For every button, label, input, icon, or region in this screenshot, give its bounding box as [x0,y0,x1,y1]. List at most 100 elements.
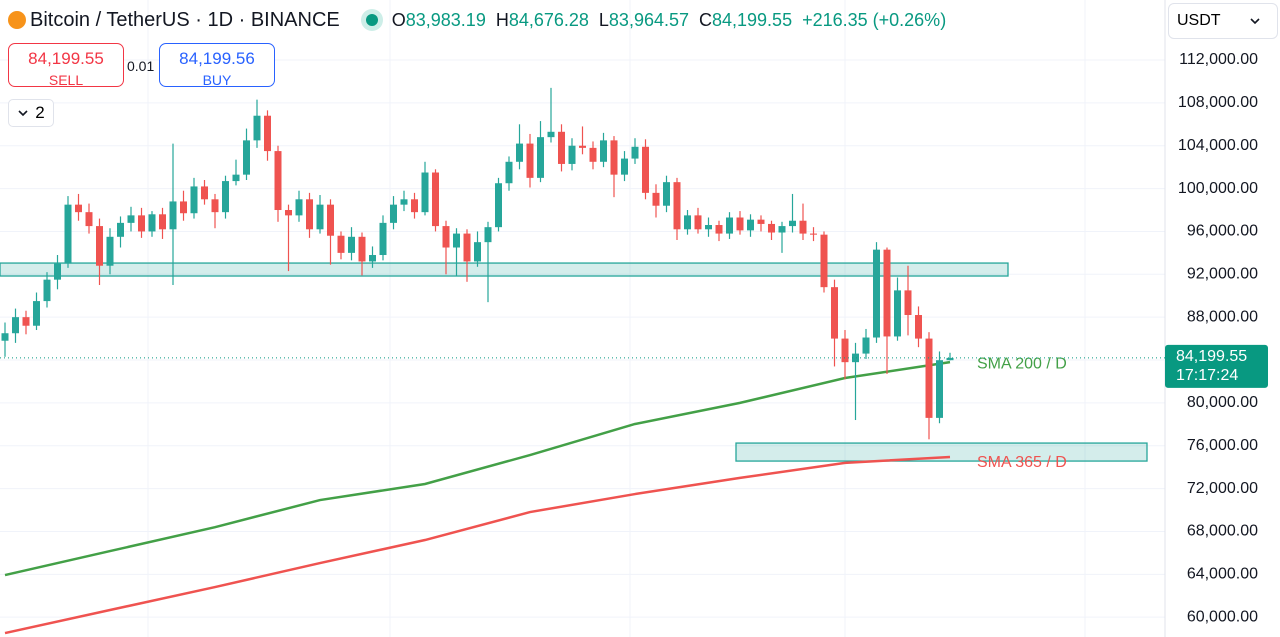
candle-body [946,357,954,361]
last-price-label: 84,199.55 [1176,348,1247,365]
candle-body [253,115,261,141]
candle-body [862,337,870,354]
y-tick-label: 64,000.00 [1187,566,1258,583]
candle-body [106,236,114,266]
candle-body [432,172,439,227]
y-tick-label: 72,000.00 [1187,480,1258,497]
candle-body [936,360,943,418]
candle-body [400,199,408,205]
candle-body [348,236,355,253]
candle-body [138,215,145,232]
candle-body [85,212,93,227]
ohlc-close: C84,199.55 [699,10,792,31]
candle-body [54,263,61,280]
candle-body [568,145,576,164]
candle-body [201,186,208,200]
time-grid [147,0,1086,637]
candle-body [474,242,481,262]
price-change: +216.35 (+0.26%) [802,9,947,30]
candle-body [558,131,565,164]
currency: USDT [1177,12,1221,29]
candle-body [180,201,187,214]
sma-line [4,455,951,635]
ohlc-value: 84,199.55 [712,9,793,30]
ohlc-key: L [598,9,609,30]
candle-body [547,131,555,138]
candle-body [537,137,544,178]
candle-body [684,215,691,230]
ohlc-value: 84,676.28 [508,9,589,30]
candle-body [316,204,324,230]
ohlc-open: O83,983.19 [392,10,486,31]
zone [0,262,1009,277]
y-tick-label: 60,000.00 [1187,608,1258,625]
candle-body [148,214,156,232]
candle-body [673,182,681,230]
candle-body [285,210,292,216]
candle-body [484,227,492,243]
buy-button[interactable]: 84,199.56 BUY [159,43,275,88]
candle-body [516,143,523,162]
sma-line [4,360,951,577]
candle-body [883,249,891,337]
coin-logo [8,11,26,29]
ohlc-high: H84,676.28 [496,10,589,31]
indicators-toggle[interactable]: 2 [8,99,54,127]
candle-body [904,290,912,316]
candle-body [117,222,124,237]
candle-body [663,182,670,206]
ohlc-value: 83,983.19 [405,9,486,30]
buy-price: 84,199.56 [179,49,255,68]
candle-body [757,219,765,224]
y-tick-label: 96,000.00 [1187,223,1258,240]
candle-body [894,290,901,337]
sell-price: 84,199.55 [28,49,104,68]
candle-body [841,338,849,363]
candle-body [705,225,712,230]
symbol-title[interactable]: Bitcoin / TetherUS · 1D · BINANCE [30,8,340,31]
candle-body [75,204,82,213]
spread: 0.01 [127,58,155,74]
y-tick-label: 76,000.00 [1187,437,1258,454]
y-tick-label: 104,000.00 [1178,137,1258,154]
candle-body [22,317,30,326]
candle-body [442,226,450,248]
candle-body [715,225,723,234]
candle-body [768,223,775,233]
candle-body [600,140,607,162]
candle-body [96,226,103,266]
candle-body [337,235,345,253]
candle-body [369,255,376,262]
candle-body [589,147,597,162]
ohlc-key: O [391,9,406,30]
sell-button[interactable]: 84,199.55 SELL [8,43,124,88]
candle-body [642,146,649,193]
y-tick-label: 108,000.00 [1178,94,1258,111]
candle-body [463,233,471,262]
candle-body [799,220,807,234]
y-tick-label: 88,000.00 [1187,308,1258,325]
candle-body [820,234,828,288]
candle-body [390,204,397,223]
candle-body [411,199,418,213]
candle-body [274,151,282,211]
candle-body [169,201,177,230]
countdown: 17:17:24 [1176,367,1238,384]
candle-body [327,204,334,236]
candle-body [159,214,166,230]
candle-body [12,317,19,334]
candle-body [925,338,933,418]
y-tick-label: 80,000.00 [1187,394,1258,411]
candle-body [526,143,534,178]
y-tick-label: 92,000.00 [1187,266,1258,283]
candle-body [810,233,817,235]
y-tick-label: 100,000.00 [1178,180,1258,197]
candle-body [1,333,9,341]
candle-body [306,199,313,230]
candle-body [33,301,40,326]
currency-select[interactable]: USDT [1168,3,1278,39]
candle-body [358,236,366,262]
header: Bitcoin / TetherUS · 1D · BINANCE O83,98… [8,6,946,34]
candle-body [631,146,639,159]
candle-body [222,181,229,213]
